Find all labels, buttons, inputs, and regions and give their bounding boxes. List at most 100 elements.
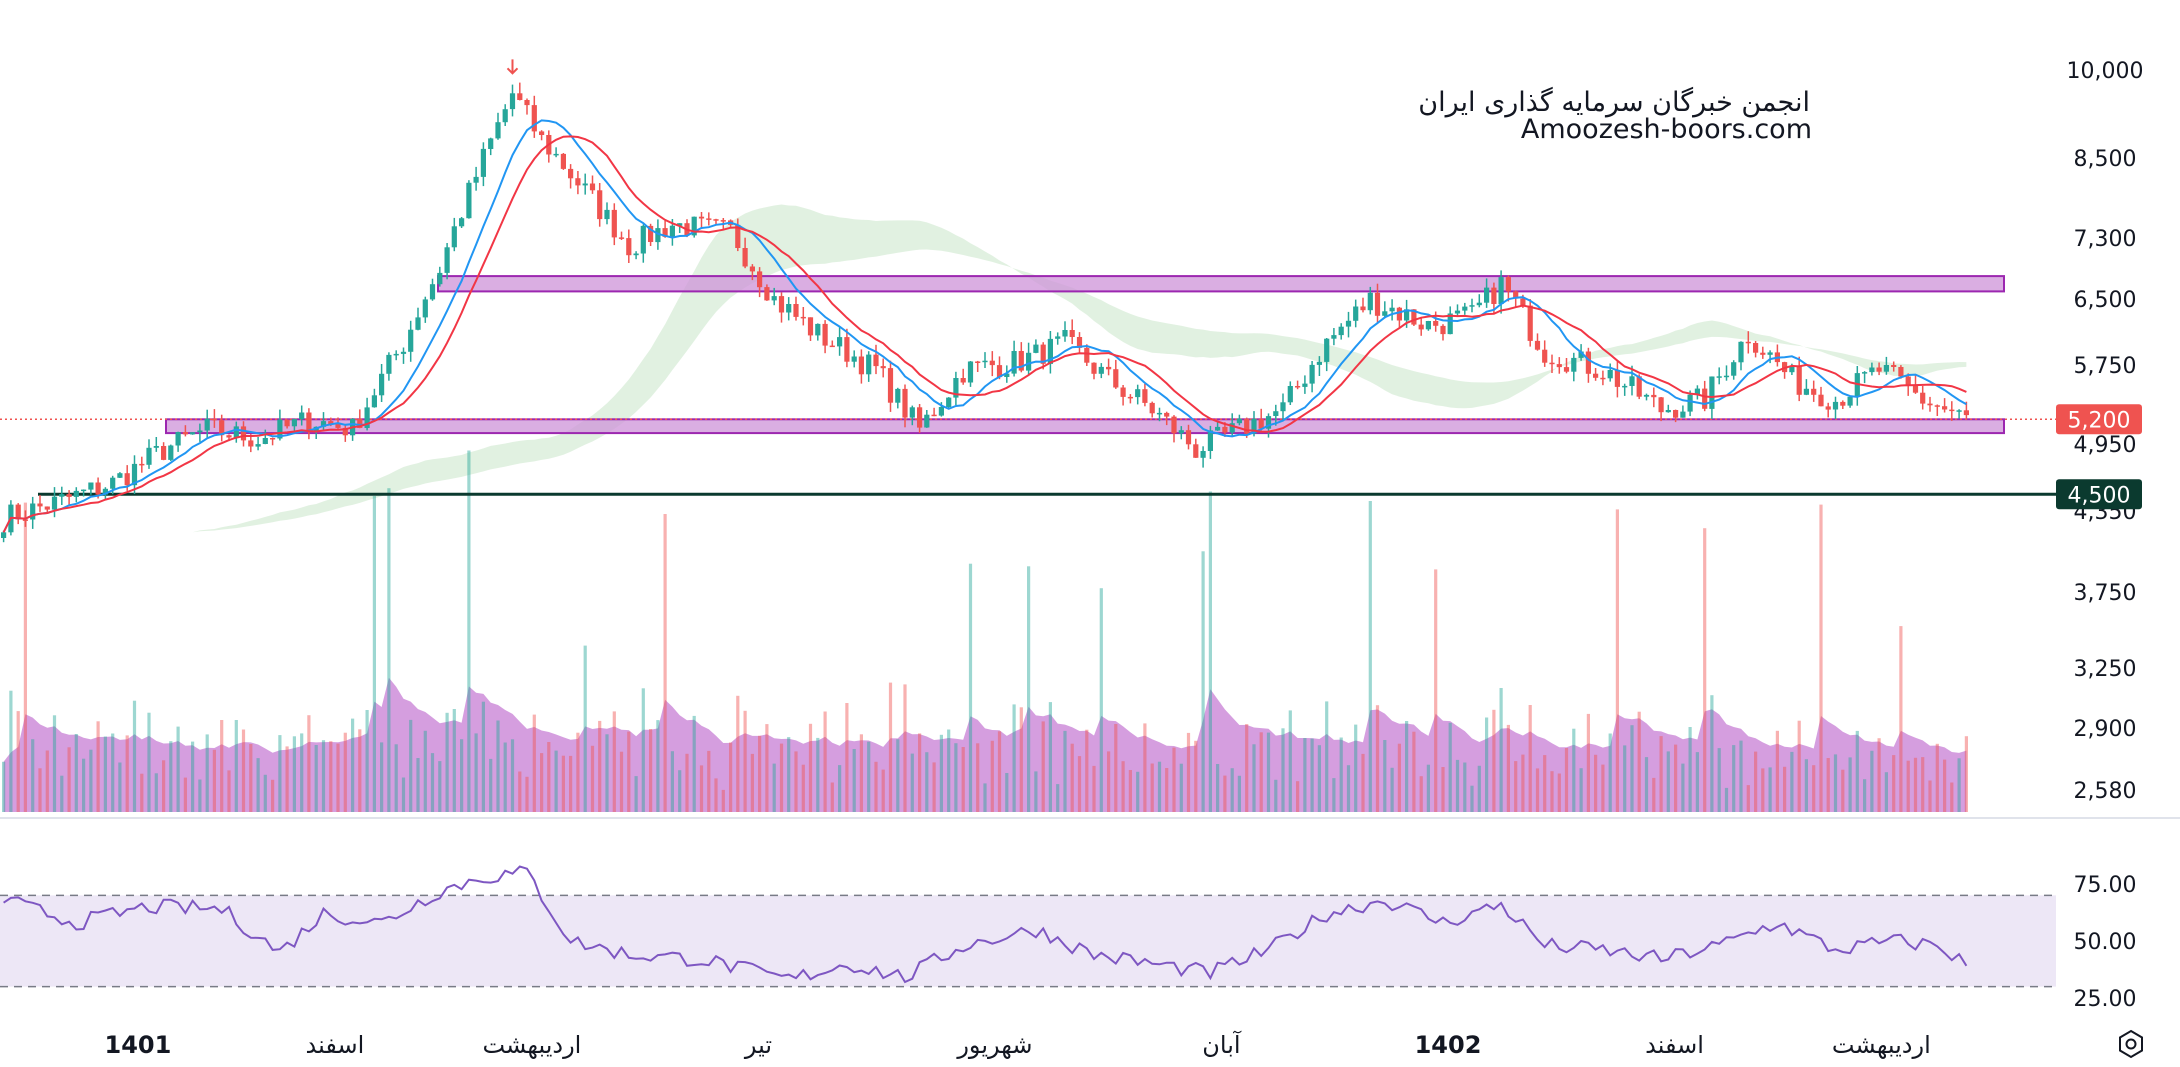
volume-bar (1172, 747, 1176, 812)
time-axis-label: تیر (744, 1031, 772, 1059)
volume-bar (1943, 759, 1947, 812)
candle-body (1629, 376, 1635, 386)
candle-body (451, 226, 457, 248)
candle-body (1047, 338, 1053, 364)
candle-body (415, 317, 421, 330)
volume-bar (1470, 785, 1474, 812)
candle-body (1825, 406, 1831, 410)
candle-body (1236, 418, 1242, 424)
volume-bar (1928, 780, 1932, 812)
candle-body (1142, 389, 1148, 403)
volume-bar (401, 777, 406, 812)
candle-body (618, 237, 625, 239)
volume-bar (1012, 704, 1016, 812)
volume-ma-area (3, 677, 1967, 812)
volume-histogram (2, 450, 1968, 812)
volume-bar (1746, 785, 1750, 812)
candle-body (1018, 351, 1024, 371)
price-tick-label: 8,500 (2074, 147, 2137, 172)
volume-bar (1790, 751, 1794, 812)
volume-bar (1077, 756, 1082, 812)
volume-bar (1397, 743, 1401, 812)
volume-bar (510, 739, 515, 812)
candle-body (713, 219, 719, 221)
volume-bar (1783, 766, 1787, 812)
volume-bar (525, 776, 529, 812)
candle-body (1156, 412, 1163, 415)
volume-bar (1506, 724, 1510, 812)
rsi-pane: 75.00 50.00 25.00 (0, 865, 2137, 1012)
volume-bar (140, 773, 144, 812)
candle-body (1883, 365, 1889, 372)
volume-bar (888, 682, 893, 812)
rsi-tick-label: 50.00 (2074, 930, 2137, 955)
price-tick-label: 10,000 (2067, 59, 2144, 84)
volume-bar (714, 778, 718, 812)
candle-body (1789, 366, 1795, 373)
volume-bar (394, 744, 398, 812)
candle-body (386, 354, 392, 374)
candle-body (975, 361, 981, 363)
candle-body (1404, 309, 1410, 321)
volume-bar (1819, 504, 1823, 812)
volume-bar (823, 711, 827, 812)
volume-bar (1201, 551, 1205, 812)
volume-bar (838, 765, 842, 812)
candle-body (1382, 311, 1388, 316)
candle-body (807, 317, 814, 336)
candle-body (960, 378, 966, 383)
volume-bar (1368, 501, 1372, 812)
candle-body (1636, 376, 1642, 397)
candle-body (1694, 388, 1700, 395)
volume-bar (779, 743, 784, 812)
candle-body (1295, 386, 1301, 388)
volume-bar (867, 741, 871, 812)
candle-body (306, 412, 312, 431)
candle-body (1600, 377, 1606, 380)
price-axis[interactable]: 10,0008,5007,3006,5005,7504,9504,3503,75… (2056, 59, 2143, 804)
volume-bar (256, 758, 260, 812)
candle-body (190, 432, 196, 435)
candle-body (146, 447, 152, 465)
volume-bar (1448, 722, 1452, 812)
volume-bar (612, 711, 616, 812)
volume-bar (271, 779, 275, 812)
candle-body (989, 360, 995, 366)
candle-body (880, 366, 886, 369)
candle-body (982, 360, 988, 363)
volume-bar (300, 733, 304, 812)
volume-bar (351, 718, 355, 812)
ma-slow-line (2, 135, 1967, 533)
volume-bar (132, 700, 137, 812)
volume-bar (1964, 736, 1968, 812)
volume-bar (670, 751, 674, 812)
volume-bar (198, 779, 202, 812)
settings-icon[interactable] (2119, 1029, 2143, 1059)
time-axis-label: آبان (1202, 1030, 1242, 1059)
volume-bar (343, 732, 347, 812)
candle-body (597, 190, 603, 220)
candle-body (131, 463, 138, 486)
candle-body (291, 419, 297, 427)
candle-body (1869, 367, 1875, 373)
volume-bar (365, 710, 369, 812)
candle-body (1040, 344, 1046, 364)
candle-body (51, 496, 58, 510)
volume-bar (1586, 713, 1590, 812)
volume-bar (1412, 731, 1416, 812)
candle-body (531, 105, 537, 132)
candle-body (1803, 388, 1809, 395)
candle-body (66, 494, 72, 497)
volume-bar (409, 719, 413, 812)
volume-bar (118, 762, 122, 812)
rsi-tick-label: 25.00 (2074, 987, 2137, 1012)
candle-body (778, 296, 785, 313)
volume-bar (881, 769, 885, 812)
candle-body (88, 482, 94, 490)
time-axis[interactable]: 1401 اسفند اردیبهشت تیر شهریور آبان 1402 اسفند ا… (105, 1030, 1931, 1059)
volume-bar (569, 755, 573, 812)
volume-bar (583, 645, 587, 812)
volume-bar (1216, 764, 1220, 812)
candle-body (393, 353, 399, 356)
